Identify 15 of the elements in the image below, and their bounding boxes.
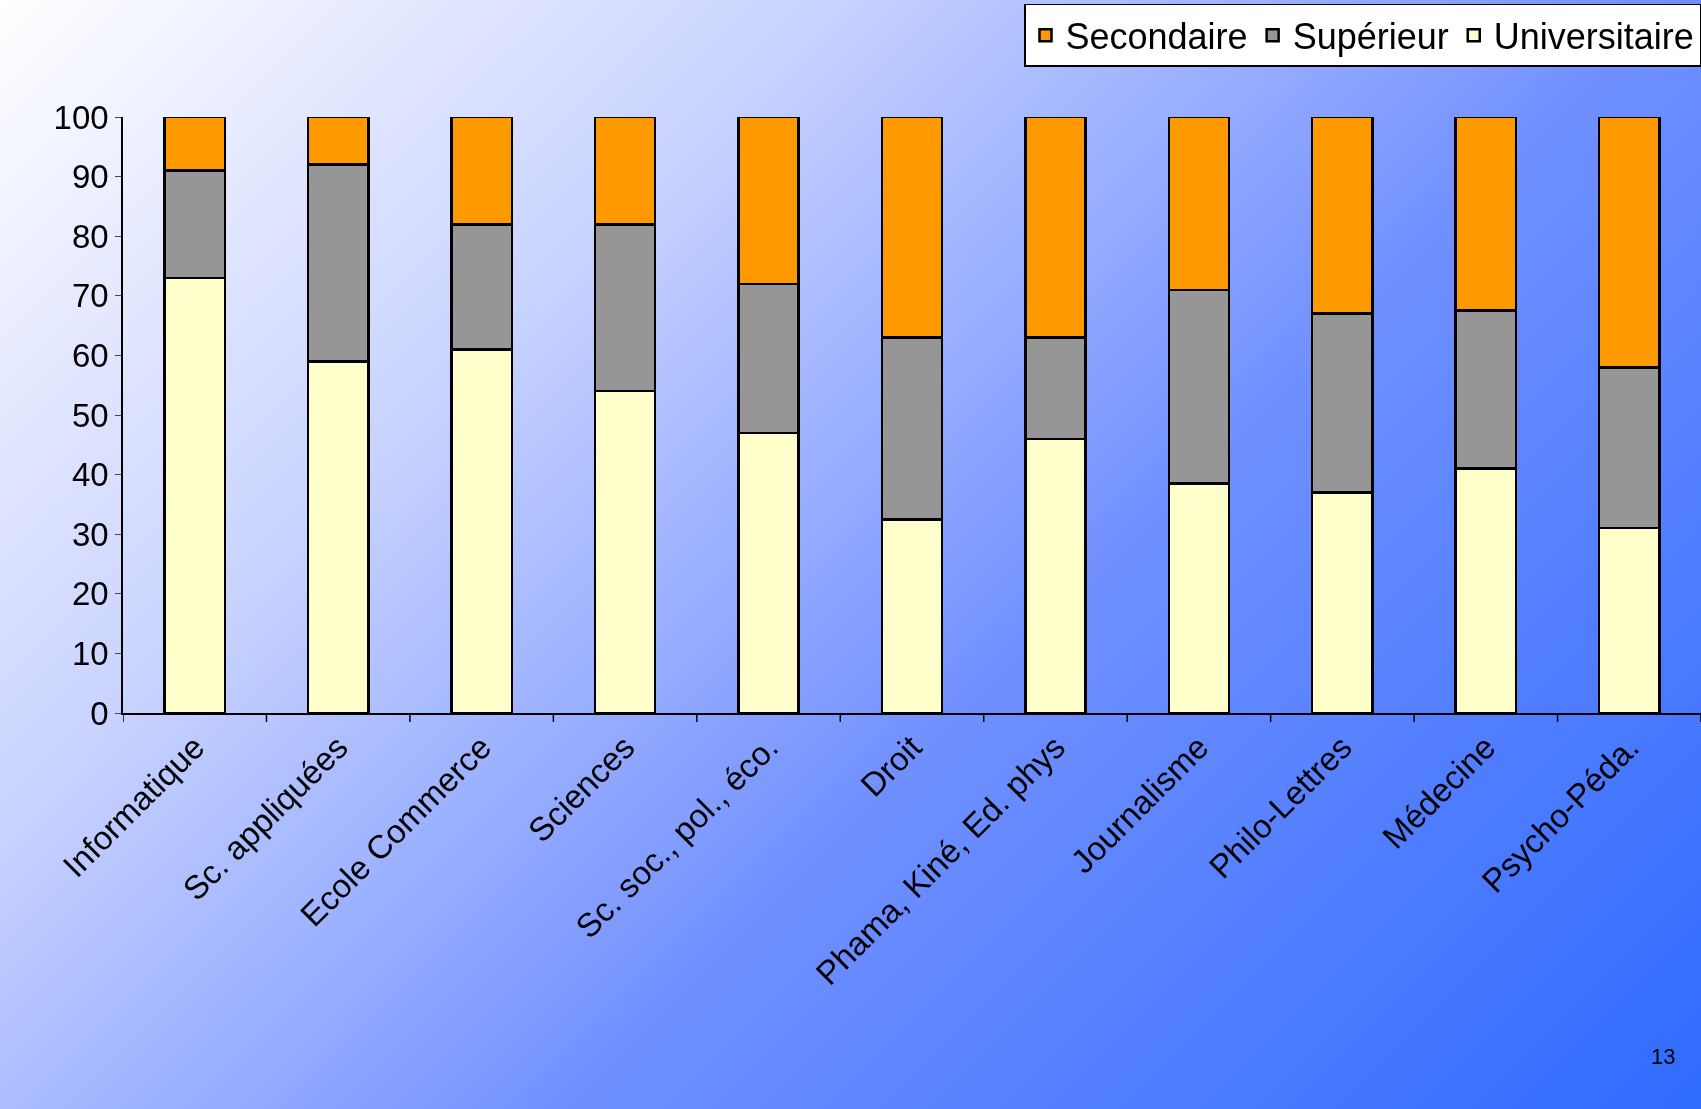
y-tick-label: 10 [71, 634, 109, 672]
y-tick-label: 60 [71, 336, 109, 374]
text: 13 [1651, 1044, 1676, 1069]
y-tick-label: 90 [71, 158, 109, 196]
legend-label: Secondaire [1065, 16, 1248, 58]
legend-label: Universitaire [1493, 16, 1694, 58]
y-tick-label: 40 [71, 456, 109, 494]
y-tick-label: 0 [90, 694, 109, 732]
y-tick-label: 100 [53, 98, 109, 136]
y-tick-label: 30 [71, 515, 109, 553]
legend-label: Supérieur [1292, 16, 1449, 58]
y-tick-label: 80 [71, 217, 109, 255]
y-tick-label: 20 [71, 575, 109, 613]
y-tick-label: 50 [71, 396, 109, 434]
y-tick-label: 70 [71, 277, 109, 315]
